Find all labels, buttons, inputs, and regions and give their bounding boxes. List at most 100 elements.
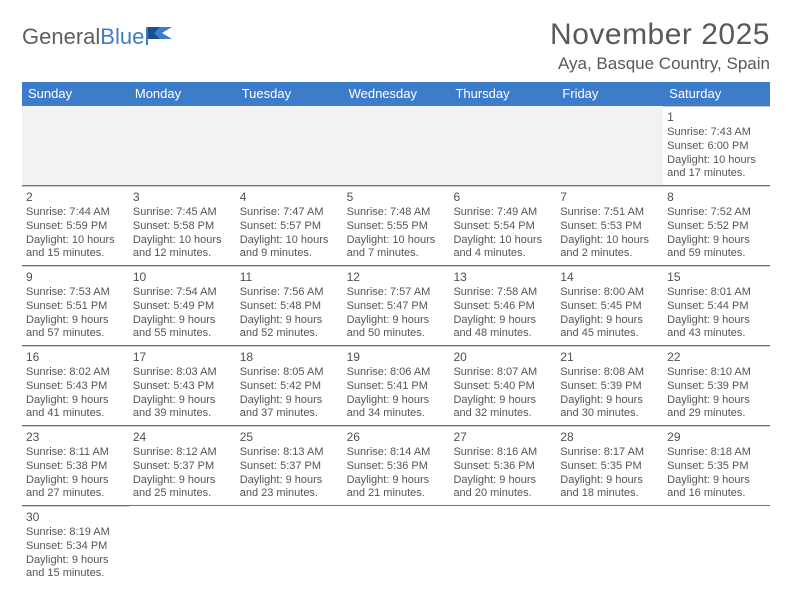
calendar-day: 3Sunrise: 7:45 AMSunset: 5:58 PMDaylight… — [129, 186, 236, 265]
day-info-line: Sunset: 5:48 PM — [240, 300, 339, 314]
day-number: 5 — [347, 190, 446, 205]
day-info-line: Daylight: 10 hours — [347, 234, 446, 248]
calendar-day-empty — [663, 506, 770, 585]
day-info-line: Sunrise: 8:00 AM — [560, 286, 659, 300]
calendar-day-empty — [343, 106, 450, 185]
calendar-day: 11Sunrise: 7:56 AMSunset: 5:48 PMDayligh… — [236, 266, 343, 345]
day-info-line: and 55 minutes. — [133, 327, 232, 341]
calendar-day: 19Sunrise: 8:06 AMSunset: 5:41 PMDayligh… — [343, 346, 450, 425]
weekday-header: Friday — [556, 82, 663, 106]
day-info-line: Sunset: 5:51 PM — [26, 300, 125, 314]
day-info-line: Daylight: 9 hours — [26, 474, 125, 488]
calendar-day: 8Sunrise: 7:52 AMSunset: 5:52 PMDaylight… — [663, 186, 770, 265]
calendar-day-empty — [129, 506, 236, 585]
calendar-day: 7Sunrise: 7:51 AMSunset: 5:53 PMDaylight… — [556, 186, 663, 265]
day-info-line: Daylight: 9 hours — [560, 394, 659, 408]
day-info-line: Sunrise: 7:51 AM — [560, 206, 659, 220]
day-info-line: and 23 minutes. — [240, 487, 339, 501]
day-number: 7 — [560, 190, 659, 205]
logo-text-part1: General — [22, 24, 100, 49]
day-info-line: and 25 minutes. — [133, 487, 232, 501]
day-info-line: and 9 minutes. — [240, 247, 339, 261]
day-info-line: Sunset: 5:35 PM — [667, 460, 766, 474]
day-info-line: Sunrise: 7:57 AM — [347, 286, 446, 300]
day-info-line: Sunset: 5:35 PM — [560, 460, 659, 474]
day-info-line: Daylight: 9 hours — [667, 394, 766, 408]
day-info-line: and 17 minutes. — [667, 167, 766, 181]
calendar-day-empty — [343, 506, 450, 585]
day-number: 3 — [133, 190, 232, 205]
day-info-line: Daylight: 9 hours — [667, 314, 766, 328]
day-info-line: and 37 minutes. — [240, 407, 339, 421]
month-title: November 2025 — [550, 18, 770, 52]
day-info-line: Sunrise: 7:53 AM — [26, 286, 125, 300]
calendar-day-empty — [449, 506, 556, 585]
calendar: SundayMondayTuesdayWednesdayThursdayFrid… — [22, 82, 770, 585]
calendar-week: 16Sunrise: 8:02 AMSunset: 5:43 PMDayligh… — [22, 346, 770, 426]
day-info-line: Sunset: 5:38 PM — [26, 460, 125, 474]
location-subtitle: Aya, Basque Country, Spain — [550, 54, 770, 74]
calendar-day: 1Sunrise: 7:43 AMSunset: 6:00 PMDaylight… — [663, 106, 770, 185]
calendar-week: 9Sunrise: 7:53 AMSunset: 5:51 PMDaylight… — [22, 266, 770, 346]
day-info-line: Sunrise: 8:12 AM — [133, 446, 232, 460]
day-info-line: Sunrise: 7:58 AM — [453, 286, 552, 300]
day-info-line: and 45 minutes. — [560, 327, 659, 341]
logo-text: GeneralBlue — [22, 24, 144, 50]
day-info-line: and 27 minutes. — [26, 487, 125, 501]
day-info-line: and 15 minutes. — [26, 247, 125, 261]
day-info-line: and 34 minutes. — [347, 407, 446, 421]
day-info-line: and 21 minutes. — [347, 487, 446, 501]
day-info-line: Sunset: 5:57 PM — [240, 220, 339, 234]
day-info-line: and 15 minutes. — [26, 567, 125, 581]
day-info-line: Sunrise: 7:45 AM — [133, 206, 232, 220]
calendar-day: 21Sunrise: 8:08 AMSunset: 5:39 PMDayligh… — [556, 346, 663, 425]
day-info-line: Daylight: 9 hours — [240, 394, 339, 408]
calendar-day: 25Sunrise: 8:13 AMSunset: 5:37 PMDayligh… — [236, 426, 343, 505]
day-info-line: Sunrise: 8:02 AM — [26, 366, 125, 380]
day-info-line: Daylight: 10 hours — [453, 234, 552, 248]
day-info-line: Sunset: 5:41 PM — [347, 380, 446, 394]
calendar-day: 27Sunrise: 8:16 AMSunset: 5:36 PMDayligh… — [449, 426, 556, 505]
day-info-line: Daylight: 9 hours — [133, 314, 232, 328]
day-info-line: Sunrise: 8:18 AM — [667, 446, 766, 460]
day-info-line: Sunset: 5:42 PM — [240, 380, 339, 394]
day-info-line: and 43 minutes. — [667, 327, 766, 341]
day-info-line: Sunrise: 8:13 AM — [240, 446, 339, 460]
day-info-line: Sunrise: 8:10 AM — [667, 366, 766, 380]
day-info-line: Sunrise: 7:48 AM — [347, 206, 446, 220]
day-info-line: and 18 minutes. — [560, 487, 659, 501]
day-number: 14 — [560, 270, 659, 285]
day-info-line: Sunrise: 7:54 AM — [133, 286, 232, 300]
day-number: 16 — [26, 350, 125, 365]
calendar-day-empty — [236, 106, 343, 185]
day-number: 12 — [347, 270, 446, 285]
calendar-day: 17Sunrise: 8:03 AMSunset: 5:43 PMDayligh… — [129, 346, 236, 425]
day-info-line: Sunset: 5:40 PM — [453, 380, 552, 394]
day-info-line: Daylight: 9 hours — [560, 314, 659, 328]
day-info-line: and 50 minutes. — [347, 327, 446, 341]
day-info-line: Sunset: 5:59 PM — [26, 220, 125, 234]
day-info-line: Sunset: 5:34 PM — [26, 540, 125, 554]
calendar-day-empty — [129, 106, 236, 185]
day-info-line: Sunset: 5:39 PM — [667, 380, 766, 394]
day-number: 9 — [26, 270, 125, 285]
day-info-line: Daylight: 9 hours — [560, 474, 659, 488]
day-info-line: Daylight: 9 hours — [347, 474, 446, 488]
day-number: 1 — [667, 110, 766, 125]
weekday-header: Monday — [129, 82, 236, 106]
day-info-line: and 32 minutes. — [453, 407, 552, 421]
day-number: 28 — [560, 430, 659, 445]
day-info-line: Sunrise: 8:08 AM — [560, 366, 659, 380]
calendar-day: 29Sunrise: 8:18 AMSunset: 5:35 PMDayligh… — [663, 426, 770, 505]
day-info-line: Daylight: 9 hours — [26, 314, 125, 328]
day-info-line: Sunset: 5:53 PM — [560, 220, 659, 234]
day-info-line: Daylight: 9 hours — [453, 474, 552, 488]
day-info-line: Daylight: 9 hours — [133, 394, 232, 408]
day-info-line: Sunrise: 8:17 AM — [560, 446, 659, 460]
day-info-line: Sunset: 5:36 PM — [453, 460, 552, 474]
day-info-line: Daylight: 10 hours — [667, 154, 766, 168]
day-info-line: Sunset: 5:58 PM — [133, 220, 232, 234]
calendar-body: 1Sunrise: 7:43 AMSunset: 6:00 PMDaylight… — [22, 106, 770, 585]
day-number: 24 — [133, 430, 232, 445]
day-info-line: Sunset: 5:44 PM — [667, 300, 766, 314]
